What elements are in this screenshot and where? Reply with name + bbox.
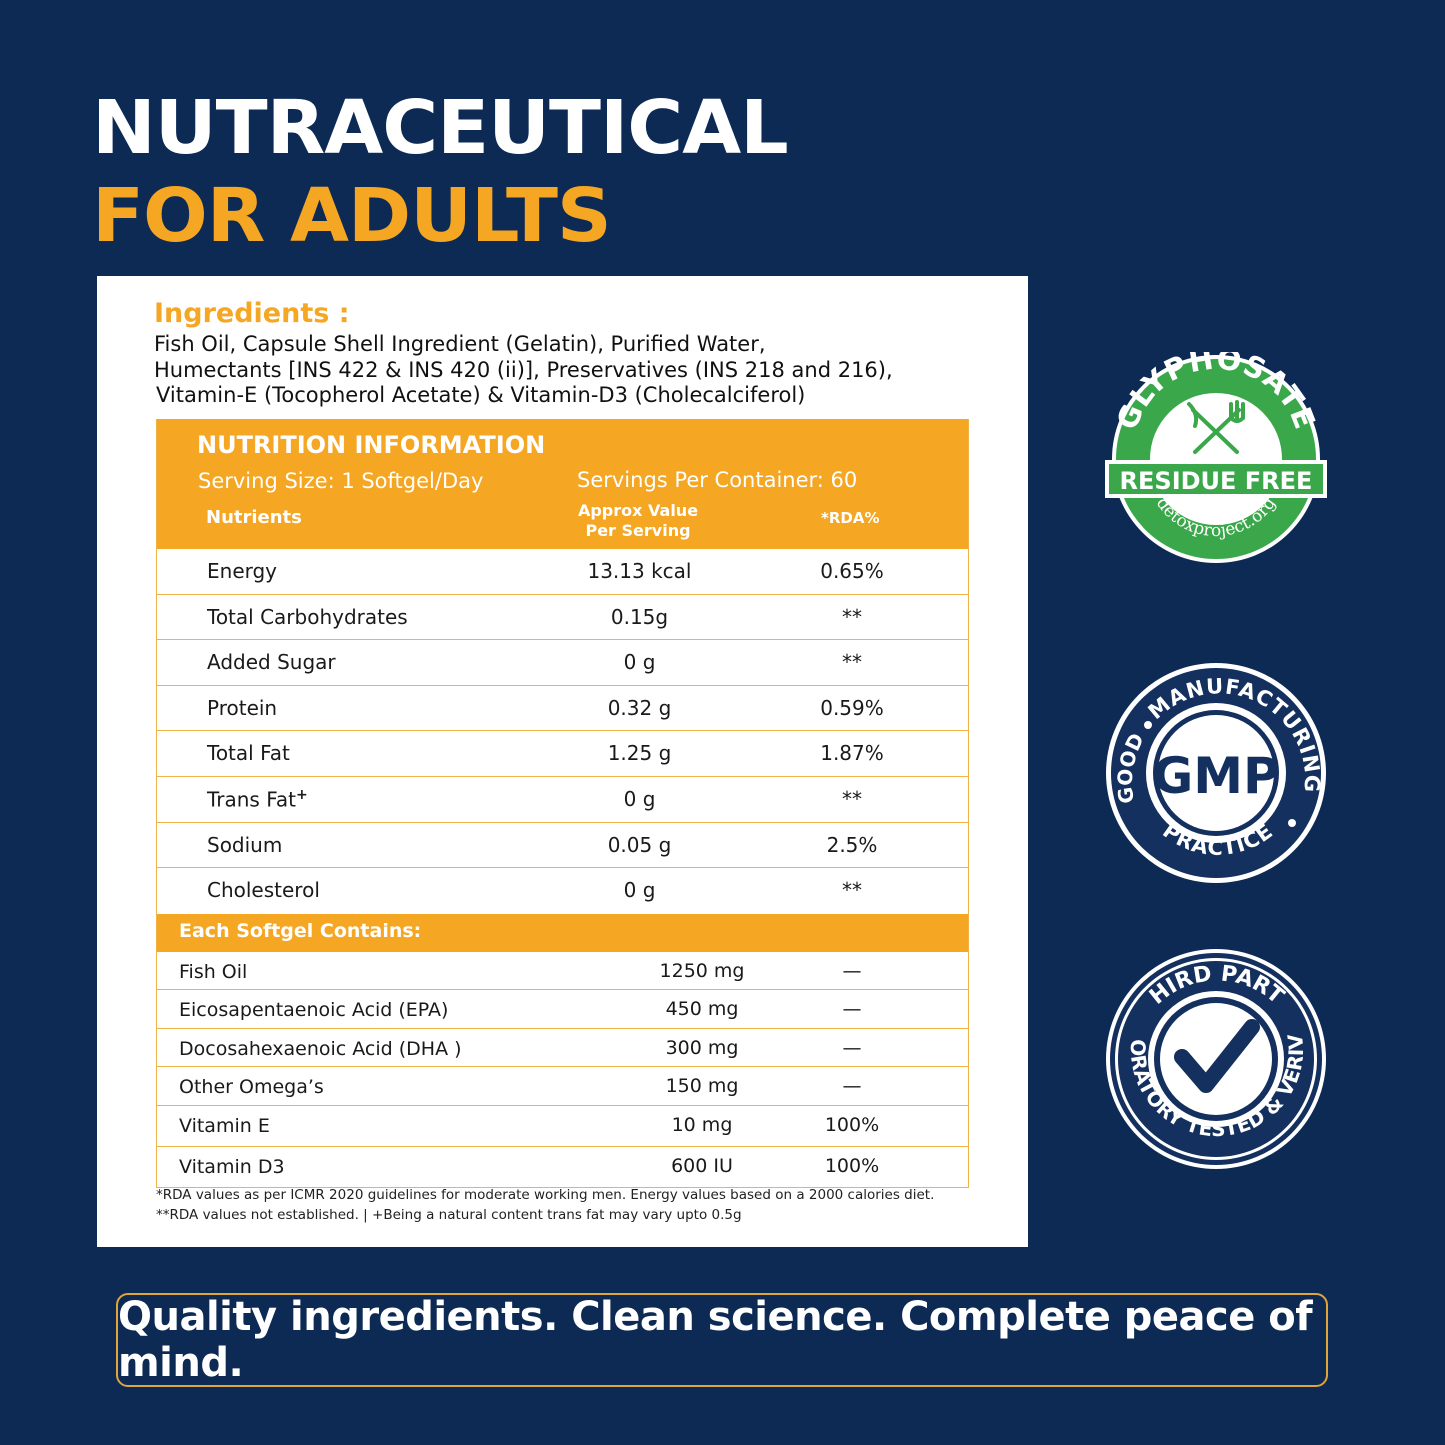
headline-line2: FOR ADULTS xyxy=(92,173,612,259)
nutrition-table: NUTRITION INFORMATION Serving Size: 1 So… xyxy=(156,419,969,1188)
component-rda: — xyxy=(842,1036,862,1059)
nutrient-rda: 0.65% xyxy=(820,559,884,583)
nutrient-name: Energy xyxy=(207,559,278,583)
table-row: Vitamin D3 600 IU 100% xyxy=(157,1147,968,1188)
nutrient-name: Total Fat xyxy=(207,741,290,766)
col-header-nutrients: Nutrients xyxy=(206,507,302,528)
tagline-box: Quality ingredients. Clean science. Comp… xyxy=(116,1293,1328,1387)
nutrient-value: 13.13 kcal xyxy=(587,559,692,583)
col-header-approx-line2: Per Serving xyxy=(585,521,691,540)
nutrient-rda: 1.87% xyxy=(820,741,884,766)
gmp-text: GMP xyxy=(1152,747,1279,805)
nutrient-name-text: Trans Fat xyxy=(207,787,296,812)
component-rda: 100% xyxy=(824,1154,880,1177)
component-value: 600 IU xyxy=(671,1154,733,1177)
component-value: 150 mg xyxy=(665,1075,739,1098)
fork-knife-cross-icon xyxy=(1187,400,1245,454)
trans-fat-marker: + xyxy=(295,786,308,803)
nutrient-value: 0 g xyxy=(623,878,656,903)
component-value: 450 mg xyxy=(665,998,739,1021)
component-rda: 100% xyxy=(824,1113,880,1136)
col-header-approx-value: Approx Value Per Serving xyxy=(567,501,709,541)
table-row: Protein 0.32 g 0.59% xyxy=(157,686,968,732)
nutrient-value: 1.25 g xyxy=(607,741,672,766)
nutrient-rda: 2.5% xyxy=(826,832,878,857)
ingredients-line: Humectants [INS 422 & INS 420 (ii)], Pre… xyxy=(154,357,893,382)
nutrition-card: Ingredients : Fish Oil, Capsule Shell In… xyxy=(97,276,1028,1247)
dot-icon xyxy=(1144,721,1152,729)
nutrient-value: 0 g xyxy=(623,650,656,675)
table-row: Vitamin E 10 mg 100% xyxy=(157,1106,968,1147)
table-row: Trans Fat+ 0 g ** xyxy=(157,777,968,823)
serving-size: Serving Size: 1 Softgel/Day xyxy=(198,469,484,493)
nutrition-table-header: NUTRITION INFORMATION Serving Size: 1 So… xyxy=(157,419,968,549)
nutrient-value: 0 g xyxy=(623,786,656,811)
nutrient-name: Sodium xyxy=(207,832,283,857)
table-row: Added Sugar 0 g ** xyxy=(157,640,968,686)
nutrient-rda: ** xyxy=(842,786,862,811)
component-value: 10 mg xyxy=(671,1113,733,1136)
footnotes: *RDA values as per ICMR 2020 guidelines … xyxy=(156,1186,934,1225)
component-name: Vitamin E xyxy=(179,1114,270,1137)
table-row: Total Fat 1.25 g 1.87% xyxy=(157,731,968,777)
table-row: Total Carbohydrates 0.15g ** xyxy=(157,595,968,641)
component-rda: — xyxy=(842,998,862,1021)
table-row: Sodium 0.05 g 2.5% xyxy=(157,823,968,869)
component-name: Vitamin D3 xyxy=(179,1155,285,1178)
third-party-tested-badge: THIRD PARTY LABORATORY TESTED & VERIVIED xyxy=(1104,947,1326,1169)
glyphosate-residue-free-badge: GLYPHOSATE RESIDUE FREE detoxproject.org xyxy=(1105,352,1327,563)
component-value: 1250 mg xyxy=(659,959,745,982)
softgel-header: Each Softgel Contains: xyxy=(157,913,968,952)
table-row: Fish Oil 1250 mg — xyxy=(157,952,968,991)
component-name: Fish Oil xyxy=(179,960,248,983)
nutrient-rda: ** xyxy=(842,878,862,903)
component-value: 300 mg xyxy=(665,1036,739,1059)
tagline-text: Quality ingredients. Clean science. Comp… xyxy=(118,1294,1313,1386)
servings-per-container: Servings Per Container: 60 xyxy=(577,468,858,492)
component-rda: — xyxy=(842,959,862,982)
gmp-badge: MANUFACTURING GOOD PRACTICE GMP xyxy=(1106,663,1326,883)
nutrient-name: Added Sugar xyxy=(207,650,336,675)
ingredients-line: Vitamin-E (Tocopherol Acetate) & Vitamin… xyxy=(156,383,806,407)
residue-free-banner: RESIDUE FREE xyxy=(1120,467,1313,495)
nutrition-title: NUTRITION INFORMATION xyxy=(197,431,546,459)
nutrient-name: Protein xyxy=(207,695,278,720)
table-row: Eicosapentaenoic Acid (EPA) 450 mg — xyxy=(157,990,968,1029)
softgel-title: Each Softgel Contains: xyxy=(179,919,422,942)
table-row: Energy 13.13 kcal 0.65% xyxy=(157,549,968,595)
nutrient-rda: ** xyxy=(842,650,862,675)
nutrient-value: 0.15g xyxy=(610,604,669,629)
headline-line1: NUTRACEUTICAL xyxy=(92,85,789,171)
col-header-approx-line1: Approx Value xyxy=(577,501,699,520)
checkmark-icon xyxy=(1174,1019,1260,1093)
nutrient-value: 0.05 g xyxy=(607,832,672,857)
ingredients-title: Ingredients : xyxy=(154,298,350,329)
component-name: Docosahexaenoic Acid (DHA ) xyxy=(179,1037,462,1060)
component-name: Eicosapentaenoic Acid (EPA) xyxy=(179,999,449,1022)
component-name: Other Omega’s xyxy=(179,1076,324,1099)
nutrient-name: Cholesterol xyxy=(207,878,320,903)
table-row: Other Omega’s 150 mg — xyxy=(157,1067,968,1106)
table-row: Docosahexaenoic Acid (DHA ) 300 mg — xyxy=(157,1029,968,1068)
table-row: Cholesterol 0 g ** xyxy=(157,868,968,914)
footnote-not-established: **RDA values not established. | +Being a… xyxy=(156,1206,742,1223)
component-rda: — xyxy=(842,1075,862,1098)
nutrient-value: 0.32 g xyxy=(607,695,672,720)
dot-icon xyxy=(1288,819,1296,827)
ingredients-line: Fish Oil, Capsule Shell Ingredient (Gela… xyxy=(154,332,766,356)
footnote-rda: *RDA values as per ICMR 2020 guidelines … xyxy=(156,1187,935,1203)
nutrient-rda: ** xyxy=(842,604,862,629)
col-header-rda: *RDA% xyxy=(821,509,880,527)
nutrient-name: Trans Fat+ xyxy=(207,787,308,812)
headline: NUTRACEUTICAL FOR ADULTS xyxy=(92,84,789,260)
nutrient-name: Total Carbohydrates xyxy=(207,604,408,629)
ingredients-text: Fish Oil, Capsule Shell Ingredient (Gela… xyxy=(154,332,984,409)
nutrient-rda: 0.59% xyxy=(820,695,884,720)
